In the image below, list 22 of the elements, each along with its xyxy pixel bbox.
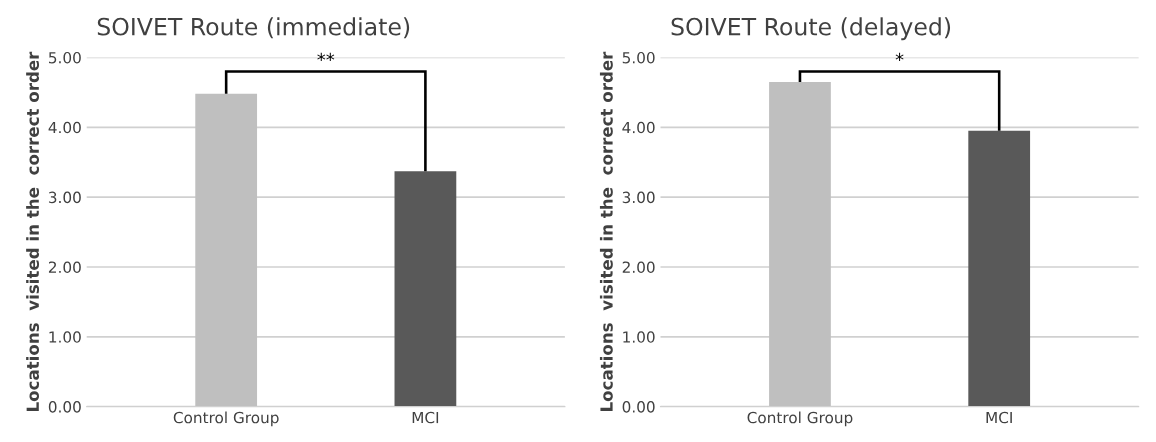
y-axis-title: Locations visited in the correct order — [26, 51, 40, 411]
annotation: * — [895, 52, 904, 62]
y-axis-title: Locations visited in the correct order — [599, 51, 613, 411]
y-tick-label: 3.00 — [48, 191, 81, 204]
x-tick-label: MCI — [412, 411, 439, 424]
x-tick-label: MCI — [986, 411, 1012, 424]
y-tick-label: 4.00 — [48, 121, 81, 134]
y-tick-label: 1.00 — [49, 331, 81, 343]
y-tick-label: 1.00 — [623, 331, 655, 343]
chart-title: SOIVET Route (immediate) — [97, 17, 410, 39]
y-tick-label: 2.00 — [48, 261, 81, 273]
annotation: ** — [317, 52, 335, 62]
y-tick-label: 0.00 — [622, 401, 655, 413]
y-tick-label: 4.00 — [622, 121, 655, 134]
y-tick-label: 2.00 — [622, 261, 655, 273]
y-tick-label: 5.00 — [49, 51, 81, 64]
x-tick-label: Control Group — [173, 411, 279, 427]
chart-title: SOIVET Route (delayed) — [671, 17, 951, 41]
y-tick-label: 3.00 — [622, 191, 655, 204]
y-tick-label: 5.00 — [622, 51, 655, 64]
x-tick-label: Control Group — [747, 411, 853, 427]
y-tick-label: 0.00 — [48, 401, 81, 413]
